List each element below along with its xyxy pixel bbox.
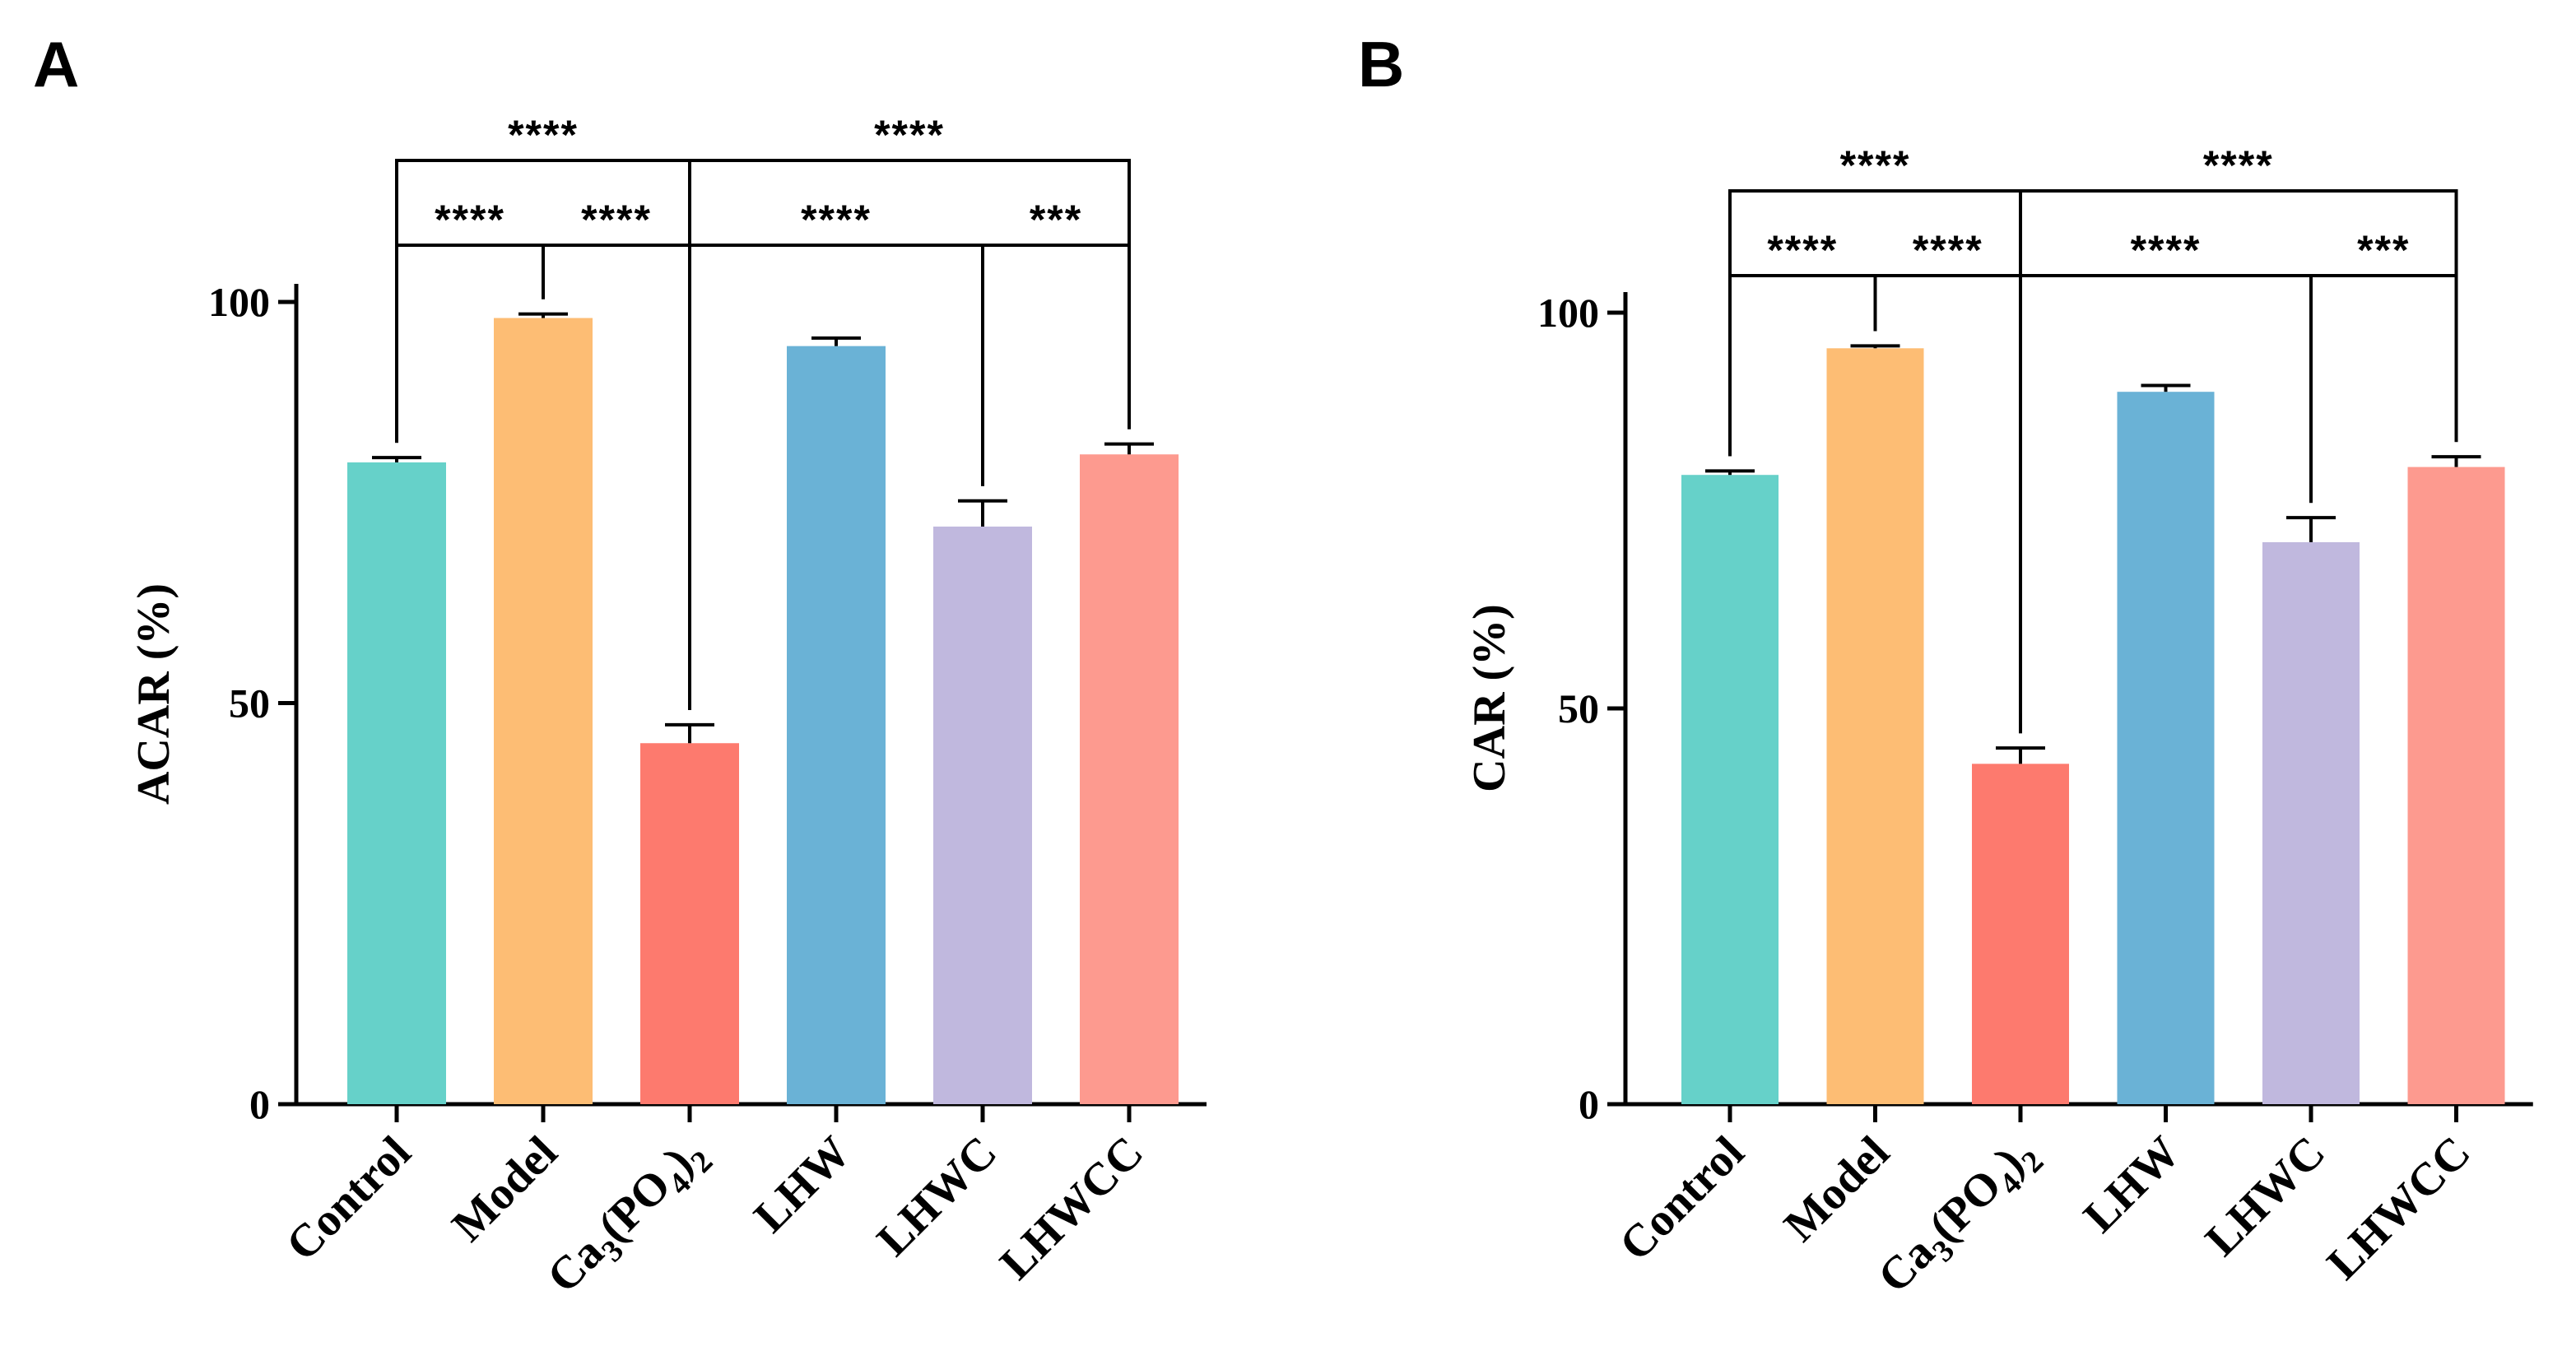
panel-a-category-label-2: Ca3(PO4)2 [537, 1126, 719, 1308]
panel-b-y-tick-label-50: 50 [1558, 685, 1599, 731]
panel-b-bar-3 [2117, 392, 2215, 1104]
panel-a-bar-1 [494, 318, 593, 1104]
panel-a-sig-label-5: **** [874, 112, 945, 158]
panel-b-category-label-0: Control [1610, 1126, 1754, 1270]
panel-a-y-tick-label-50: 50 [229, 680, 270, 727]
panel-a-bar-0 [347, 462, 446, 1104]
panel-a-bar-4 [933, 527, 1032, 1104]
panel-a-sig-bracket-5 [688, 159, 1131, 710]
panel-a-sig-label-3: **** [801, 197, 872, 243]
panel-a-sig-label-4: *** [1030, 197, 1082, 243]
panel-a-category-label-3: LHW [745, 1126, 861, 1242]
panel-b-y-tick-label-0: 0 [1579, 1081, 1599, 1127]
panel-b-category-label-2: Ca3(PO4)2 [1868, 1126, 2050, 1308]
panel-a-y-tick-label-0: 0 [249, 1081, 270, 1127]
panel-a-y-axis-title: ACAR (%) [128, 583, 179, 805]
panel-b-bar-5 [2407, 467, 2505, 1104]
panel-b-sig-label-4: *** [2357, 227, 2410, 273]
panel-b-sig-label-3: **** [2131, 227, 2202, 273]
panel-b-bar-0 [1681, 475, 1779, 1104]
panel-a-category-label-4: LHWC [867, 1126, 1007, 1265]
panel-b-category-label-3: LHW [2074, 1126, 2190, 1242]
panel-a-category-label-5: LHWCC [990, 1126, 1153, 1289]
panel-b-y-axis-title: CAR (%) [1464, 604, 1515, 792]
panel-b-sig-bracket-5 [2019, 189, 2458, 734]
panel-b-bar-4 [2262, 541, 2360, 1104]
panel-a-category-label-0: Control [277, 1126, 421, 1270]
panel-b-category-label-4: LHWC [2196, 1126, 2335, 1265]
panel-b-y-tick-label-100: 100 [1537, 290, 1599, 336]
panel-b-label: B [1358, 28, 1404, 100]
panel-b-category-label-1: Model [1774, 1126, 1899, 1251]
panel-b-bar-2 [1972, 764, 2069, 1104]
panel-a-bar-5 [1080, 454, 1179, 1104]
panel-b-bar-1 [1826, 348, 1924, 1104]
panel-a-sig-label-0: **** [435, 197, 505, 243]
panel-a-sig-label-2: **** [508, 112, 579, 158]
panel-a-sig-label-1: **** [581, 197, 652, 243]
panel-a-category-label-1: Model [443, 1126, 568, 1251]
panel-b-category-label-5: LHWCC [2318, 1126, 2481, 1289]
panel-a-bar-3 [787, 346, 886, 1104]
panel-b-sig-label-5: **** [2203, 142, 2274, 188]
panel-a-label: A [33, 28, 79, 100]
panel-a-sig-bracket-4 [981, 244, 1131, 486]
panel-a-y-tick-label-100: 100 [208, 279, 270, 325]
panel-b-sig-label-0: **** [1767, 227, 1838, 273]
panel-b-sig-label-1: **** [1913, 227, 1983, 273]
panel-a-bar-2 [640, 743, 739, 1104]
panel-b-sig-label-2: **** [1840, 142, 1911, 188]
